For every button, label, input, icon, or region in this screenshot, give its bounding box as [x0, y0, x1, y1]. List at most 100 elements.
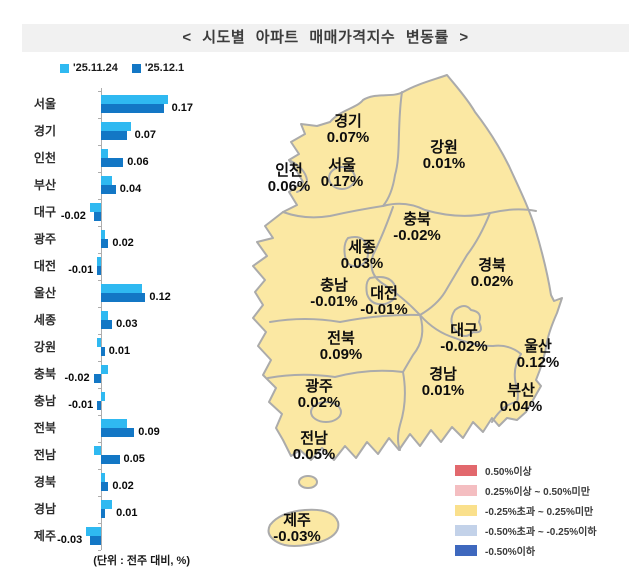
bar-curr-9 — [101, 347, 105, 356]
map-region-value-gyeongbuk: 0.02% — [470, 273, 514, 290]
bar-prev-7 — [101, 284, 142, 293]
map-region-name-gyeongnam: 경남 — [429, 366, 457, 383]
map-label-jeju: 제주 -0.03% — [249, 513, 345, 545]
map-region-name-incheon: 인천 — [275, 162, 303, 179]
map-label-daejeon: 대전 -0.01% — [336, 286, 432, 318]
value-label-15: 0.01 — [116, 507, 138, 519]
bar-chart-legend: '25.11.24 '25.12.1 — [60, 62, 184, 74]
map-label-busan: 부산 0.04% — [473, 383, 569, 415]
category-label-7: 울산 — [33, 286, 56, 300]
value-label-0: 0.17 — [171, 102, 194, 114]
map-legend-swatch-3 — [455, 525, 477, 536]
axis-tick — [98, 522, 101, 524]
bar-curr-0 — [101, 104, 164, 113]
map-region-name-ulsan: 울산 — [524, 338, 552, 355]
value-label-5: 0.02 — [112, 237, 134, 249]
map-legend-swatch-0 — [455, 465, 477, 476]
value-label-10: -0.02 — [64, 372, 90, 384]
map-label-seoul: 서울 0.17% — [294, 158, 390, 190]
axis-tick — [98, 252, 101, 254]
axis-tick — [98, 387, 101, 389]
unit-note: (단위 : 전주 대비, %) — [93, 555, 190, 567]
bar-prev-9 — [97, 338, 101, 347]
bar-prev-8 — [101, 311, 109, 320]
map-legend-row-2: -0.25%초과 ~ 0.25%미만 — [455, 503, 597, 518]
value-label-14: 0.02 — [112, 480, 134, 492]
border-gyeongnam-west — [397, 371, 406, 451]
map-legend-row-3: -0.50%초과 ~ -0.25%이하 — [455, 523, 597, 538]
border-gangwon-south — [382, 202, 537, 217]
map-label-gwangju: 광주 0.02% — [271, 379, 367, 411]
map-legend-row-0: 0.50%이상 — [455, 463, 597, 478]
value-label-3: 0.04 — [119, 183, 142, 195]
bar-prev-12 — [101, 419, 127, 428]
value-label-2: 0.06 — [127, 156, 149, 168]
axis-tick — [98, 414, 101, 416]
bar-prev-4 — [89, 203, 101, 212]
bar-prev-5 — [101, 230, 105, 239]
map-region-value-jeonbuk: 0.09% — [319, 346, 363, 363]
border-jeonbuk-north — [269, 313, 421, 323]
border-daegu-ring — [450, 305, 482, 337]
map-legend-label-2: -0.25%초과 ~ 0.25%미만 — [485, 507, 594, 518]
map-label-jeonbuk: 전북 0.09% — [293, 331, 389, 363]
category-label-4: 대구 — [33, 205, 56, 219]
value-label-11: -0.01 — [68, 399, 94, 411]
axis-tick — [98, 171, 101, 173]
border-gyeonggi-south — [282, 205, 384, 219]
legend-item-0: '25.11.24 — [60, 62, 118, 74]
bar-prev-1 — [101, 122, 131, 131]
bar-curr-16 — [89, 536, 101, 545]
bar-curr-4 — [93, 212, 101, 221]
category-label-16: 제주 — [33, 529, 56, 543]
category-label-8: 세종 — [33, 313, 56, 327]
bar-curr-6 — [97, 266, 101, 275]
map-label-sejong: 세종 0.03% — [314, 240, 410, 272]
border-gyeongnam-north — [419, 314, 522, 355]
axis-tick — [98, 306, 101, 308]
legend-item-1: '25.12.1 — [131, 62, 185, 74]
map-label-gangwon: 강원 0.01% — [396, 140, 492, 172]
border-sejong-ring — [343, 236, 369, 268]
map-legend-swatch-2 — [455, 505, 477, 516]
map-legend-swatch-4 — [455, 545, 477, 556]
bar-curr-2 — [101, 158, 124, 167]
axis-tick — [98, 468, 101, 470]
map-label-gyeonggi: 경기 0.07% — [300, 114, 396, 146]
map-label-daegu: 대구 -0.02% — [416, 323, 512, 355]
bar-prev-0 — [101, 95, 168, 104]
map-region-value-gyeonggi: 0.07% — [326, 129, 370, 146]
korea-map — [252, 74, 563, 547]
map-region-value-jeju: -0.03% — [273, 528, 321, 545]
map-region-name-jeonbuk: 전북 — [327, 330, 355, 347]
value-label-1: 0.07 — [134, 129, 157, 141]
map-region-name-gangwon: 강원 — [430, 139, 458, 156]
map-region-value-daegu: -0.02% — [440, 338, 488, 355]
legend-label-1: '25.12.1 — [144, 62, 185, 74]
map-region-name-seoul: 서울 — [328, 157, 356, 174]
border-gyeonggi-gangwon — [382, 91, 403, 207]
border-gwangju-ring — [310, 401, 342, 423]
category-label-10: 충북 — [33, 367, 56, 381]
border-seoul-ring — [328, 166, 356, 190]
map-region-value-busan: 0.04% — [499, 398, 543, 415]
bar-curr-7 — [101, 293, 146, 302]
bar-prev-14 — [101, 473, 105, 482]
map-region-value-gwangju: 0.02% — [297, 394, 341, 411]
bar-prev-2 — [101, 149, 109, 158]
map-label-gyeongbuk: 경북 0.02% — [444, 258, 540, 290]
map-region-value-jeonnam: 0.05% — [292, 446, 336, 463]
map-region-name-daejeon: 대전 — [370, 285, 398, 302]
category-label-6: 대전 — [33, 259, 56, 273]
category-label-13: 전남 — [33, 448, 56, 462]
category-label-12: 전북 — [33, 421, 56, 435]
axis-tick — [98, 549, 101, 551]
bar-curr-5 — [101, 239, 109, 248]
map-legend-row-1: 0.25%이상 ~ 0.50%미만 — [455, 483, 597, 498]
bar-prev-10 — [101, 365, 109, 374]
map-legend-label-0: 0.50%이상 — [485, 467, 532, 478]
map-small-island — [298, 475, 318, 489]
map-label-chungnam: 충남 -0.01% — [286, 278, 382, 310]
map-legend-swatch-1 — [455, 485, 477, 496]
